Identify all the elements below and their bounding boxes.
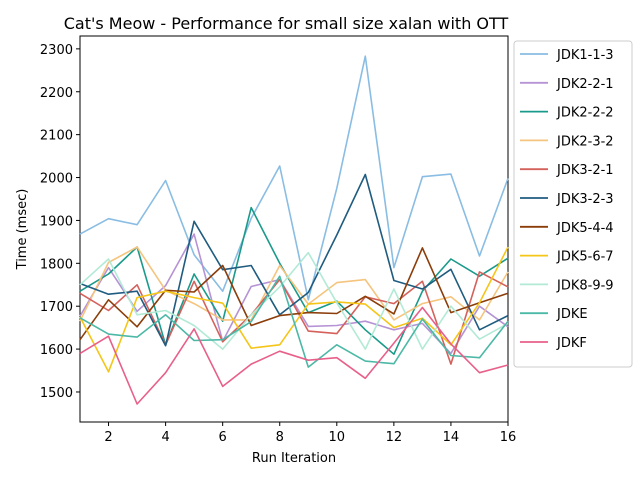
series-lines bbox=[79, 55, 509, 405]
x-axis-label: Run Iteration bbox=[252, 451, 336, 466]
series-line-jdk1-1-3 bbox=[79, 55, 509, 301]
x-tick-label: 14 bbox=[443, 430, 460, 445]
y-axis-label: Time (msec) bbox=[15, 189, 30, 271]
y-tick-label: 2000 bbox=[40, 172, 73, 187]
series-line-jdk3-2-1 bbox=[79, 271, 509, 365]
chart-title: Cat's Meow - Performance for small size … bbox=[64, 14, 509, 33]
y-tick-label: 1700 bbox=[40, 300, 73, 315]
legend-label: JDK3-2-3 bbox=[556, 192, 614, 207]
series-line-jdk5-4-4 bbox=[79, 247, 509, 341]
series-line-jdkf bbox=[79, 306, 509, 405]
y-tick-label: 1600 bbox=[40, 343, 73, 358]
x-tick-label: 12 bbox=[386, 430, 403, 445]
series-line-jdk2-2-2 bbox=[79, 206, 509, 356]
y-axis: 1500 1600 1700 1800 1900 2000 2100 2200 2300 bbox=[40, 43, 80, 401]
x-axis: 2 4 6 8 10 12 14 16 bbox=[104, 422, 516, 445]
legend-label: JDK8-9-9 bbox=[556, 278, 614, 293]
y-tick-label: 1500 bbox=[40, 386, 73, 401]
legend: JDK1-1-3 JDK2-2-1 JDK2-2-2 JDK2-3-2 JDK3-2-1… bbox=[513, 40, 633, 368]
series-line-jdk5-6-7 bbox=[79, 246, 509, 373]
legend-label: JDK3-2-1 bbox=[556, 163, 614, 178]
x-tick-label: 16 bbox=[500, 430, 517, 445]
legend-label: JDKE bbox=[556, 307, 588, 322]
x-tick-label: 10 bbox=[329, 430, 346, 445]
x-tick-label: 8 bbox=[276, 430, 284, 445]
legend-label: JDK5-6-7 bbox=[556, 250, 614, 265]
y-tick-label: 1800 bbox=[40, 257, 73, 272]
plot-area-frame bbox=[79, 35, 509, 423]
y-tick-label: 1900 bbox=[40, 214, 73, 229]
legend-label: JDKF bbox=[556, 336, 587, 351]
y-tick-label: 2200 bbox=[40, 86, 73, 101]
x-tick-label: 4 bbox=[161, 430, 169, 445]
legend-label: JDK2-2-1 bbox=[556, 77, 614, 92]
legend-label: JDK1-1-3 bbox=[556, 48, 614, 63]
y-tick-label: 2100 bbox=[40, 129, 73, 144]
x-tick-label: 2 bbox=[104, 430, 112, 445]
legend-box bbox=[513, 40, 633, 368]
x-tick-label: 6 bbox=[219, 430, 227, 445]
legend-label: JDK2-2-2 bbox=[556, 106, 614, 121]
series-line-jdk2-3-2 bbox=[79, 246, 509, 322]
legend-label: JDK5-4-4 bbox=[556, 221, 614, 236]
y-tick-label: 2300 bbox=[40, 43, 73, 58]
legend-label: JDK2-3-2 bbox=[556, 134, 614, 149]
series-line-jdk8-9-9 bbox=[79, 251, 509, 350]
series-line-jdke bbox=[79, 275, 509, 368]
